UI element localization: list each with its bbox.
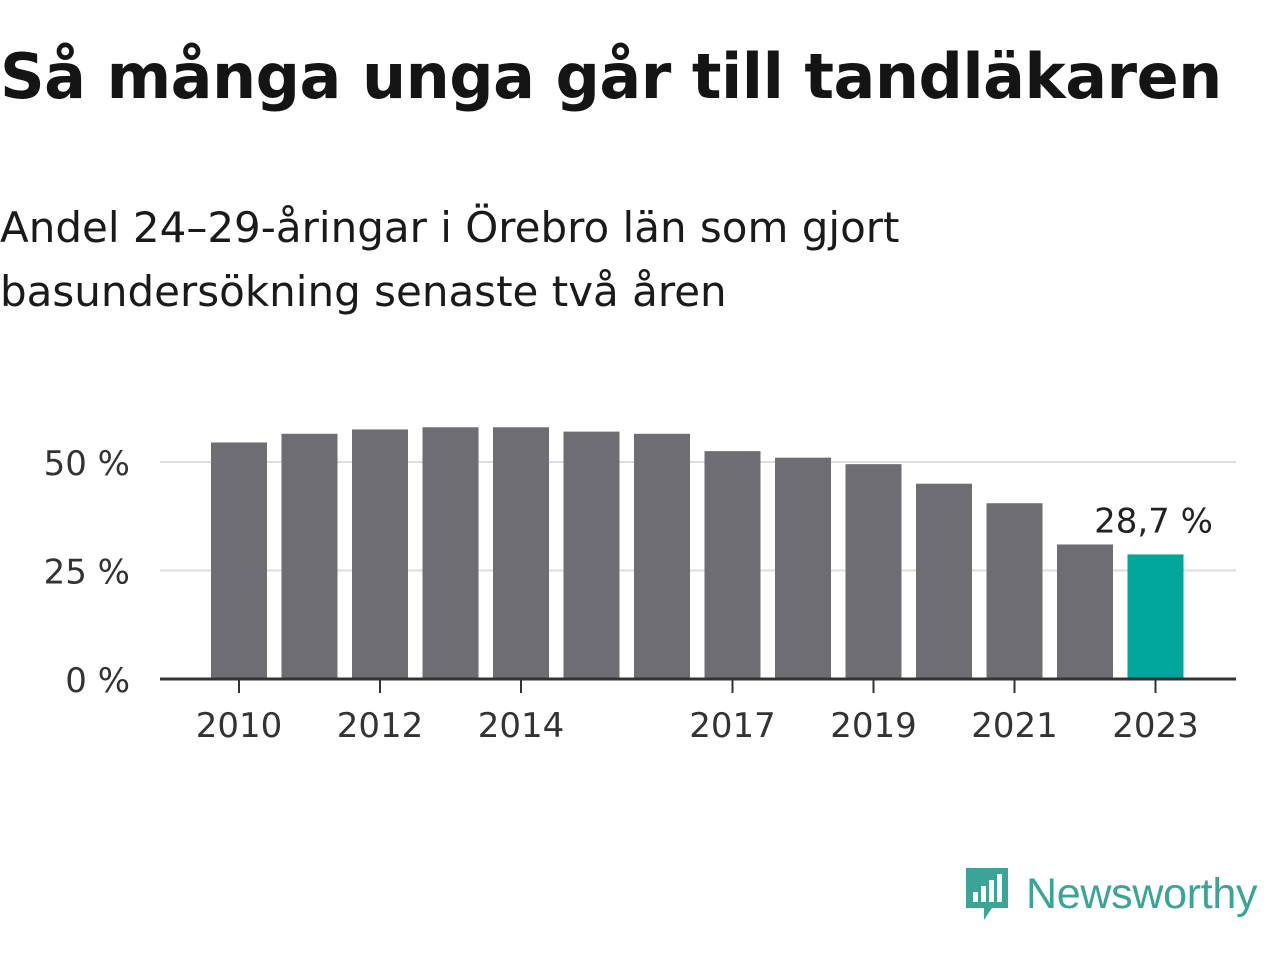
- y-tick-label: 50 %: [44, 444, 130, 484]
- bar-2011: [281, 433, 338, 679]
- bar-chart: 0 % 25 % 50 % 2010 2012 2014 2017 2019 2021 2023 2…: [44, 427, 1236, 746]
- newsworthy-logo-icon: [966, 868, 1008, 920]
- bar-2020: [916, 483, 972, 679]
- bar-2021: [986, 503, 1043, 679]
- bar-2014: [493, 427, 549, 679]
- x-tick-label: 2021: [971, 706, 1058, 746]
- bar-2022: [1057, 544, 1113, 679]
- bar-2019: [845, 464, 902, 679]
- x-tick-label: 2023: [1112, 706, 1199, 746]
- y-tick-label: 0 %: [65, 661, 130, 701]
- x-tick-label: 2010: [196, 706, 283, 746]
- subtitle-line-2: basundersökning senaste två åren: [0, 267, 727, 316]
- bar-2015: [563, 431, 620, 679]
- x-tick-label: 2012: [337, 706, 424, 746]
- chart-subtitle: Andel 24–29-åringar i Örebro län som gjo…: [0, 196, 1000, 324]
- bar-2012: [352, 429, 408, 679]
- x-tick-label: 2014: [478, 706, 565, 746]
- bar-2018: [775, 457, 831, 679]
- newsworthy-logo-text: Newsworthy: [1026, 869, 1258, 918]
- x-tick-label: 2017: [689, 706, 776, 746]
- bar-2017: [704, 451, 761, 679]
- bar-2010: [211, 442, 267, 679]
- y-tick-label: 25 %: [44, 553, 130, 593]
- bar-2023: [1127, 554, 1184, 679]
- subtitle-line-1: Andel 24–29-åringar i Örebro län som gjo…: [0, 203, 900, 252]
- data-label: 28,7 %: [1094, 501, 1213, 541]
- chart-title: Så många unga går till tandläkaren: [0, 40, 1222, 113]
- x-tick-label: 2019: [830, 706, 917, 746]
- newsworthy-logo: Newsworthy: [962, 862, 1257, 926]
- bar-2016: [634, 433, 690, 679]
- bar-2013: [422, 427, 479, 679]
